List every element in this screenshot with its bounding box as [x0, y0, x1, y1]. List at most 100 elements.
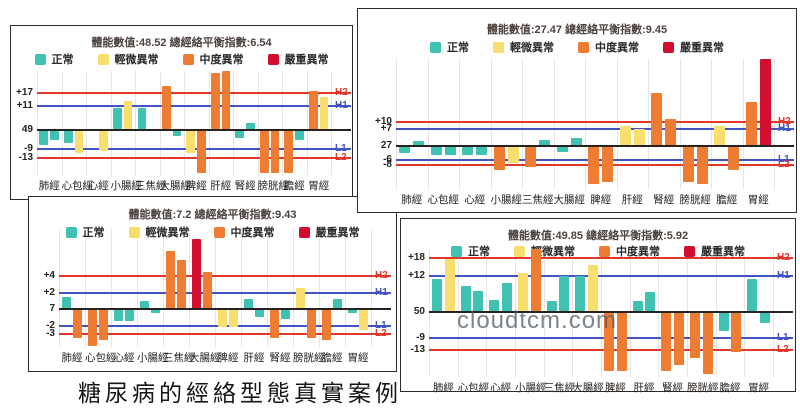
bar-心經-2	[99, 129, 108, 152]
x-label: 三焦經	[163, 352, 195, 364]
baseline	[396, 144, 794, 147]
bar-膀胱經-2	[307, 309, 317, 338]
x-label: 肺經	[38, 180, 60, 192]
gridline	[110, 71, 112, 175]
ref-line-H2	[396, 120, 794, 123]
x-label: 肺經	[61, 352, 83, 364]
gridline	[457, 249, 459, 377]
x-label: 膀胱經	[679, 194, 712, 206]
bar-肺經-2	[413, 140, 425, 146]
bar-膀胱經-1	[689, 311, 701, 358]
ref-line-label-L2: L2	[778, 158, 790, 170]
bar-大腸經-1	[161, 86, 171, 130]
legend-swatch-severe-icon	[298, 226, 310, 238]
gridline	[282, 71, 283, 175]
y-tick-label: -8	[383, 158, 392, 170]
y-tick-label: +18	[408, 251, 425, 263]
legend: 正常 輕微異常 中度異常 嚴重異常	[29, 224, 396, 240]
gridline	[744, 249, 746, 377]
bar-肺經-2	[73, 309, 83, 338]
legend-item-moderate: 中度異常	[213, 224, 275, 240]
bar-心經-1	[462, 145, 474, 156]
ref-line-L2	[59, 332, 391, 335]
ref-line-label-L1: L1	[335, 143, 347, 154]
x-label: 三焦經	[543, 382, 576, 394]
y-tick-label: -2	[46, 319, 55, 331]
x-label: 肝經	[621, 194, 643, 206]
bar-膽經-1	[284, 129, 294, 173]
x-label: 大腸經	[553, 194, 586, 206]
chart-title: 體能數值:27.47 總經絡平衡指數:9.45	[486, 24, 668, 36]
bar-膽經-1	[321, 309, 331, 340]
y-tick-label: 7	[49, 303, 55, 314]
x-label: 小腸經	[490, 194, 523, 206]
bar-心包經-2	[74, 129, 84, 154]
bar-脾經-1	[603, 311, 615, 371]
x-label: 心經	[87, 180, 109, 192]
gridline	[687, 249, 688, 377]
y-tick-label: -9	[416, 332, 425, 344]
y-tick-label: +7	[380, 122, 392, 134]
bar-心包經-2	[444, 145, 456, 156]
bar-肺經-1	[39, 129, 49, 145]
legend-item-severe: 嚴重異常	[298, 224, 360, 240]
gridline	[137, 229, 138, 347]
legend-label: 中度異常	[616, 246, 660, 258]
gridline	[184, 71, 185, 175]
x-label: 心包經	[61, 180, 94, 192]
bar-肺經-1	[61, 296, 71, 310]
gridline	[135, 71, 136, 175]
ref-line-label-H2: H2	[778, 115, 791, 127]
x-label: 胃經	[347, 352, 369, 364]
gridline	[163, 229, 164, 347]
bar-胃經-1	[308, 90, 318, 130]
bar-脾經-2	[602, 145, 614, 182]
legend-swatch-moderate-icon	[213, 226, 225, 238]
bar-大腸經-1	[556, 145, 568, 152]
y-tick-label: +2	[43, 286, 55, 298]
legend-label: 正常	[51, 54, 74, 66]
bar-腎經-1	[269, 309, 279, 338]
ref-line-label-H1: H1	[375, 286, 388, 298]
bar-脾經-1	[217, 309, 227, 328]
legend-label: 輕微異常	[145, 227, 190, 239]
chart-panel-bottom-left: 體能數值:7.2 總經絡平衡指數:9.43 正常 輕微異常 中度異常 嚴重異常 +4 H2 +…	[28, 196, 397, 372]
y-tick-label: +12	[408, 269, 425, 281]
y-tick-label: -13	[410, 344, 425, 356]
bar-腎經-1	[235, 129, 245, 139]
legend-item-normal: 正常	[430, 39, 469, 55]
caption: 糖尿病的經絡型態真實案例	[78, 380, 402, 406]
y-tick-label: -13	[18, 151, 33, 163]
gridline	[658, 249, 660, 377]
gridline	[679, 59, 681, 189]
gridline	[233, 71, 234, 175]
bar-脾經-2	[616, 311, 627, 371]
ref-line-H1	[429, 274, 793, 277]
bar-胃經-2	[759, 311, 771, 324]
ref-line-H1	[37, 104, 351, 107]
gridline	[459, 59, 460, 189]
x-label: 小腸經	[110, 180, 143, 192]
gridline	[553, 59, 555, 189]
bar-三焦經-2	[559, 275, 570, 312]
x-label: 脾經	[604, 382, 626, 394]
legend: 正常 輕微異常 中度異常 嚴重異常	[401, 243, 795, 259]
gridline	[427, 59, 429, 189]
gridline	[715, 249, 717, 377]
ref-line-L2	[37, 156, 351, 159]
bar-心經-2	[125, 309, 135, 322]
bar-胃經-2	[359, 309, 369, 330]
ref-line-label-L1: L1	[778, 154, 790, 166]
bar-膀胱經-1	[682, 145, 694, 182]
bar-肝經-1	[632, 301, 643, 312]
gridline	[490, 59, 492, 189]
ref-line-H2	[59, 275, 391, 277]
gridline	[345, 229, 346, 347]
legend-label: 中度異常	[199, 54, 244, 66]
y-tick-label: 50	[413, 305, 425, 317]
legend-label: 嚴重異常	[701, 246, 745, 258]
chart-title: 體能數值:7.2 總經絡平衡指數:9.43	[128, 209, 297, 221]
bar-三焦經-1	[165, 251, 175, 310]
gridline	[241, 229, 242, 347]
x-label: 膀胱經	[687, 382, 719, 394]
